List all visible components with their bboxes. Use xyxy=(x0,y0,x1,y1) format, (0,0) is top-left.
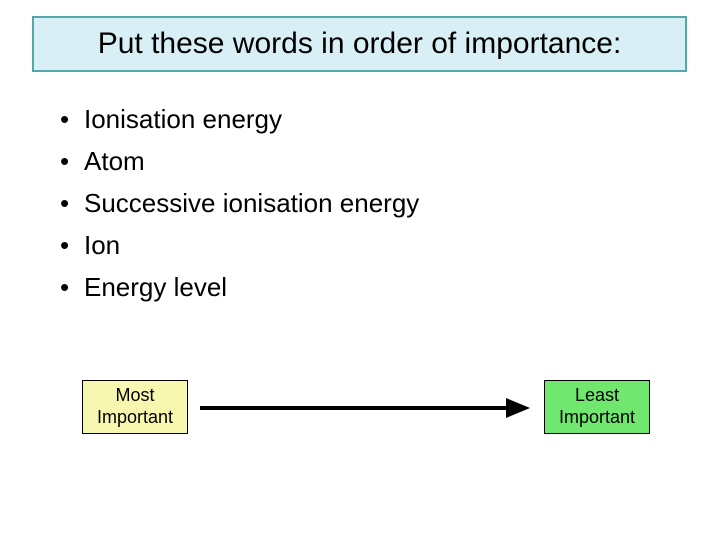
least-box-line1: Least xyxy=(575,385,619,407)
arrow-line xyxy=(200,406,510,410)
arrow-head-icon xyxy=(506,398,530,418)
list-item: Successive ionisation energy xyxy=(60,188,419,219)
most-important-box: Most Important xyxy=(82,380,188,434)
title-box: Put these words in order of importance: xyxy=(32,16,687,72)
list-item: Atom xyxy=(60,146,419,177)
most-box-line1: Most xyxy=(115,385,154,407)
least-important-box: Least Important xyxy=(544,380,650,434)
list-item: Energy level xyxy=(60,272,419,303)
title-text: Put these words in order of importance: xyxy=(98,27,622,61)
most-box-line2: Important xyxy=(97,407,173,429)
least-box-line2: Important xyxy=(559,407,635,429)
list-item: Ionisation energy xyxy=(60,104,419,135)
list-item: Ion xyxy=(60,230,419,261)
bullet-list: Ionisation energy Atom Successive ionisa… xyxy=(60,104,419,314)
arrow xyxy=(200,398,530,418)
